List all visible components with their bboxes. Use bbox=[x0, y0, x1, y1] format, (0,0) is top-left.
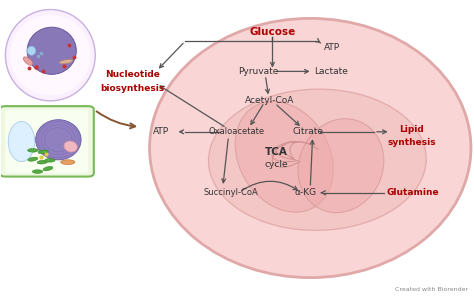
Text: Acetyl-CoA: Acetyl-CoA bbox=[246, 96, 295, 105]
Ellipse shape bbox=[235, 102, 333, 212]
Text: Succinyl-CoA: Succinyl-CoA bbox=[204, 188, 259, 197]
Ellipse shape bbox=[37, 160, 47, 164]
Text: ATP: ATP bbox=[153, 127, 169, 136]
Ellipse shape bbox=[61, 160, 75, 165]
Text: α-KG: α-KG bbox=[294, 188, 317, 197]
Ellipse shape bbox=[45, 159, 55, 162]
Ellipse shape bbox=[27, 149, 38, 152]
Text: Created with Biorender: Created with Biorender bbox=[395, 287, 469, 292]
Ellipse shape bbox=[59, 59, 73, 64]
Text: Lactate: Lactate bbox=[315, 67, 348, 76]
Text: Nucleotide: Nucleotide bbox=[105, 70, 160, 79]
Text: Citrate: Citrate bbox=[292, 127, 323, 136]
Ellipse shape bbox=[150, 18, 471, 278]
Ellipse shape bbox=[209, 89, 426, 230]
Ellipse shape bbox=[38, 150, 48, 154]
Ellipse shape bbox=[298, 119, 384, 213]
Text: Glucose: Glucose bbox=[249, 27, 296, 37]
Ellipse shape bbox=[8, 121, 35, 162]
Text: synthesis: synthesis bbox=[388, 138, 436, 147]
FancyBboxPatch shape bbox=[0, 106, 94, 177]
Ellipse shape bbox=[32, 170, 43, 173]
Ellipse shape bbox=[64, 141, 77, 152]
Text: biosynthesis: biosynthesis bbox=[100, 84, 164, 93]
Ellipse shape bbox=[10, 15, 91, 95]
Text: ATP: ATP bbox=[323, 43, 339, 52]
Text: Oxaloacetate: Oxaloacetate bbox=[209, 127, 265, 136]
Text: Pyruvate: Pyruvate bbox=[238, 67, 278, 76]
Text: Lipid: Lipid bbox=[400, 125, 424, 134]
Ellipse shape bbox=[23, 57, 33, 65]
Ellipse shape bbox=[27, 46, 36, 55]
Ellipse shape bbox=[27, 27, 76, 74]
Text: Glutamine: Glutamine bbox=[386, 188, 439, 197]
Ellipse shape bbox=[43, 167, 53, 171]
Text: cycle: cycle bbox=[264, 160, 288, 169]
FancyBboxPatch shape bbox=[5, 110, 88, 173]
Text: TCA: TCA bbox=[265, 147, 288, 157]
Ellipse shape bbox=[28, 157, 38, 161]
Ellipse shape bbox=[5, 9, 95, 101]
Ellipse shape bbox=[36, 120, 81, 160]
